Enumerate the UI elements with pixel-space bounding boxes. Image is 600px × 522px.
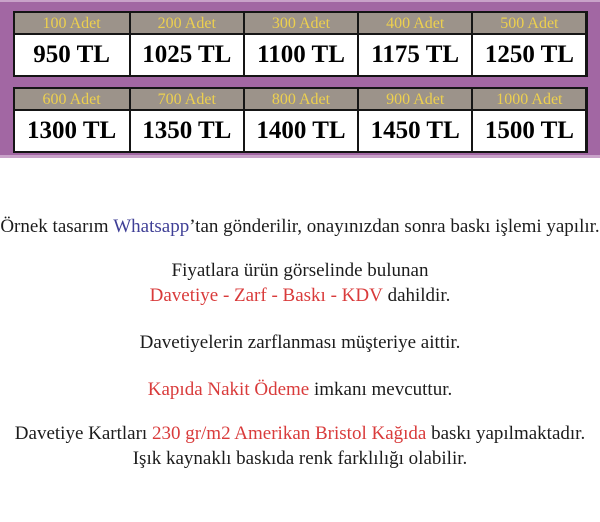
price-value: 1250 TL — [473, 35, 586, 75]
note-text: dahildir. — [382, 285, 451, 306]
note-text: Fiyatlara ürün görselinde bulunan — [171, 260, 429, 281]
price-value: 1400 TL — [244, 111, 358, 151]
quantity-header: 300 Adet — [244, 13, 358, 35]
quantity-header: 1000 Adet — [473, 89, 586, 111]
quantity-header: 100 Adet — [14, 13, 129, 35]
note-text-red: 230 gr/m2 Amerikan Bristol Kağıda — [151, 423, 427, 444]
note-sample-design: Örnek tasarım Whatsapp’tan gönderilir, o… — [0, 214, 600, 239]
price-column: 700 Adet 1350 TL — [128, 89, 243, 151]
note-enveloping: Davetiyelerin zarflanması müşteriye aitt… — [0, 330, 600, 355]
price-column: 1000 Adet 1500 TL — [471, 89, 586, 151]
quantity-header: 800 Adet — [244, 89, 358, 111]
note-text: imkanı mevcuttur. — [309, 379, 453, 400]
note-text: ’tan gönderilir, onayınızdan sonra baskı… — [189, 216, 600, 237]
quantity-header: 200 Adet — [130, 13, 243, 35]
price-value: 1500 TL — [473, 111, 586, 151]
whatsapp-text: Whatsapp — [113, 216, 190, 237]
quantity-header: 900 Adet — [359, 89, 472, 111]
quantity-header: 500 Adet — [473, 13, 586, 35]
price-value: 1100 TL — [244, 35, 358, 75]
note-text: Örnek tasarım — [0, 216, 114, 237]
quantity-header: 400 Adet — [359, 13, 472, 35]
note-paper-type: Davetiye Kartları 230 gr/m2 Amerikan Bri… — [0, 421, 600, 446]
price-column: 500 Adet 1250 TL — [471, 13, 586, 75]
note-text-red: Davetiye - Zarf - Baskı - KDV — [149, 285, 383, 306]
price-value: 950 TL — [14, 35, 129, 75]
price-column: 600 Adet 1300 TL — [14, 89, 129, 151]
price-value: 1300 TL — [14, 111, 129, 151]
price-table-2: 600 Adet 1300 TL 700 Adet 1350 TL 800 Ad… — [12, 87, 588, 153]
note-color-difference: Işık kaynaklı baskıda renk farklılığı ol… — [0, 446, 600, 471]
note-cash-on-delivery: Kapıda Nakit Ödeme imkanı mevcuttur. — [0, 377, 600, 402]
note-text: baskı yapılmaktadır. — [426, 423, 586, 444]
note-price-includes-items: Davetiye - Zarf - Baskı - KDV dahildir. — [0, 283, 600, 308]
quantity-header: 600 Adet — [14, 89, 129, 111]
note-text: Davetiye Kartları — [14, 423, 152, 444]
price-column: 300 Adet 1100 TL — [242, 13, 358, 75]
note-price-includes-intro: Fiyatlara ürün görselinde bulunan — [0, 258, 600, 283]
notes-section: Örnek tasarım Whatsapp’tan gönderilir, o… — [0, 214, 600, 471]
note-text: Işık kaynaklı baskıda renk farklılığı ol… — [132, 448, 468, 469]
price-panel: 100 Adet 950 TL 200 Adet 1025 TL 300 Ade… — [0, 0, 600, 158]
price-column: 800 Adet 1400 TL — [242, 89, 358, 151]
price-value: 1350 TL — [130, 111, 243, 151]
price-value: 1175 TL — [359, 35, 472, 75]
price-column: 200 Adet 1025 TL — [128, 13, 243, 75]
price-column: 900 Adet 1450 TL — [357, 89, 472, 151]
price-column: 400 Adet 1175 TL — [357, 13, 472, 75]
price-table-1: 100 Adet 950 TL 200 Adet 1025 TL 300 Ade… — [12, 11, 588, 77]
price-value: 1450 TL — [359, 111, 472, 151]
price-value: 1025 TL — [130, 35, 243, 75]
quantity-header: 700 Adet — [130, 89, 243, 111]
price-column: 100 Adet 950 TL — [14, 13, 129, 75]
note-text: Davetiyelerin zarflanması müşteriye aitt… — [139, 332, 461, 353]
note-text-red: Kapıda Nakit Ödeme — [147, 379, 310, 400]
